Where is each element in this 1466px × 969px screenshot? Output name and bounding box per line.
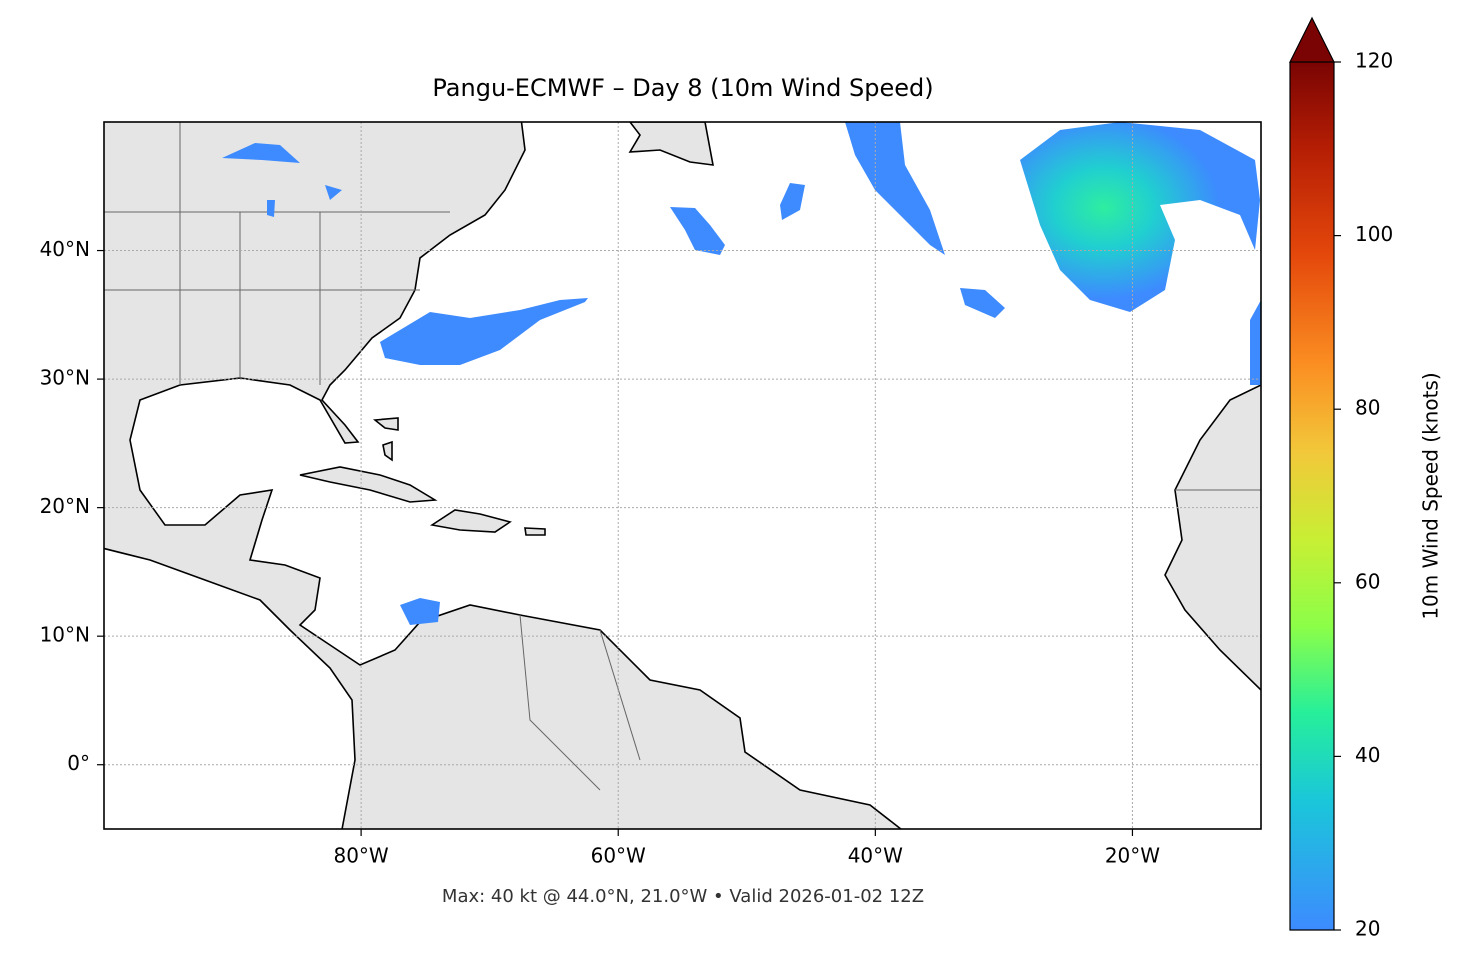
newfoundland <box>628 122 714 166</box>
colorbar-tick-label: 80 <box>1355 396 1380 420</box>
colorbar-tick-label: 40 <box>1355 743 1380 767</box>
hispaniola <box>429 509 512 533</box>
note: Max: 40 kt @ 44.0°N, 21.0°W • Valid 2026… <box>442 886 924 907</box>
colorbar-label: 10m Wind Speed (knots) <box>1419 372 1443 619</box>
colorbar-tick-label: 120 <box>1355 49 1393 73</box>
map-area <box>104 122 1261 829</box>
map-frame <box>103 121 1262 830</box>
wind-area <box>845 122 945 255</box>
colorbar-tick-label: 60 <box>1355 569 1380 593</box>
x-tick-label: 20°W <box>1105 844 1160 868</box>
y-tick-label: 0° <box>67 751 90 775</box>
colorbar-tick-label: 20 <box>1355 917 1380 941</box>
axes: 80°W 60°W 40°W 20°W 0° 10°N 20°N 30°N 40°N <box>40 237 1161 867</box>
wind-area <box>380 298 588 365</box>
cuba <box>299 466 438 503</box>
grid <box>104 122 1261 829</box>
y-tick-label: 30°N <box>40 366 90 390</box>
y-tick-label: 40°N <box>40 237 90 261</box>
y-tick-label: 20°N <box>40 494 90 518</box>
wind-area <box>780 183 805 220</box>
puerto-rico <box>524 527 546 536</box>
x-tick-label: 80°W <box>333 844 388 868</box>
y-tick-label: 10°N <box>40 623 90 647</box>
storm <box>1020 122 1260 312</box>
colorbar: 10m Wind Speed (knots) 20 40 60 80 100 120 <box>1289 16 1443 941</box>
americas <box>104 122 903 829</box>
africa <box>1164 384 1261 691</box>
wind-area <box>960 288 1005 318</box>
bahamas <box>372 417 399 462</box>
colorbar-gradient <box>1290 62 1334 930</box>
wind-area <box>400 598 440 625</box>
colorbar-extend <box>1289 16 1335 63</box>
wind-area <box>222 143 342 217</box>
wind-area <box>1250 300 1261 385</box>
x-tick-label: 60°W <box>591 844 646 868</box>
borders <box>104 122 1261 791</box>
x-tick-label: 40°W <box>848 844 903 868</box>
colorbar-tick-label: 100 <box>1355 222 1393 246</box>
wind-area <box>670 207 725 255</box>
colorbar-frame <box>1289 62 1335 931</box>
map-title: Pangu-ECMWF – Day 8 (10m Wind Speed) <box>432 74 933 102</box>
